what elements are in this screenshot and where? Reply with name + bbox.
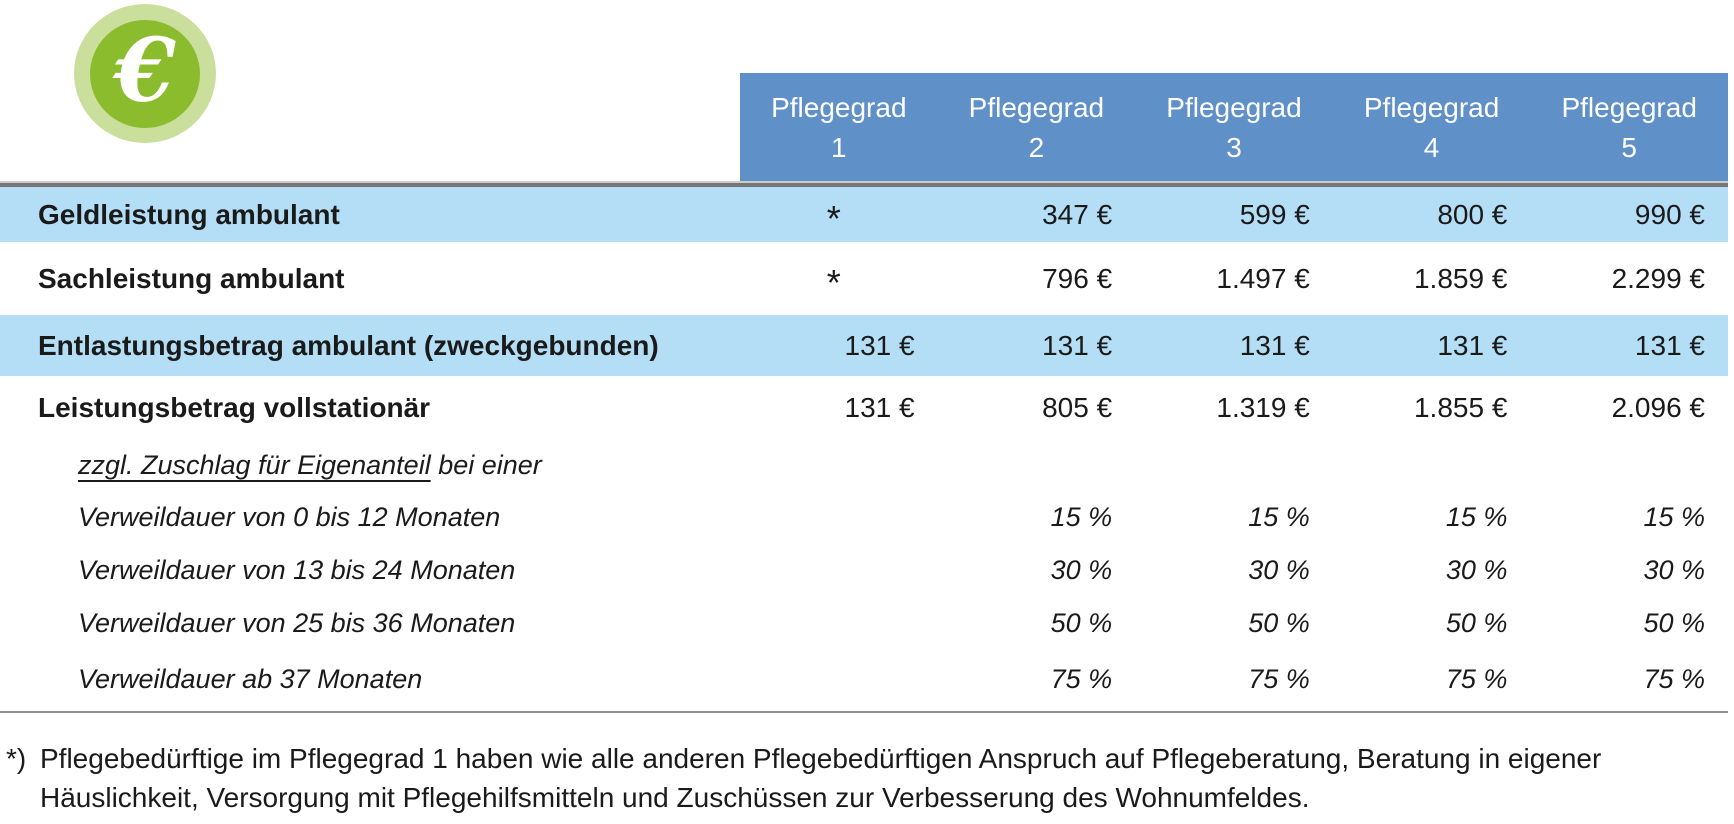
value-cell: 15 %	[1445, 502, 1508, 532]
value-cell: 131 €	[844, 391, 915, 423]
row-label: Sachleistung ambulant	[38, 262, 345, 294]
table-row: Verweildauer von 25 bis 36 Monaten 50 % 50…	[0, 597, 1728, 649]
row-label: Verweildauer ab 37 Monaten	[78, 663, 423, 694]
column-header-number: 5	[1621, 132, 1637, 163]
value-cell: 131 €	[1437, 329, 1508, 361]
value-cell: 1.319 €	[1216, 391, 1310, 423]
row-label: Verweildauer von 0 bis 12 Monaten	[78, 502, 501, 532]
table-row: Sachleistung ambulant * 796 € 1.497 € 1.859 …	[0, 242, 1728, 315]
column-header: Pflegegrad 5	[1530, 73, 1728, 181]
row-label: zzgl. Zuschlag für Eigenanteil bei einer	[78, 449, 542, 480]
column-header-label: Pflegegrad	[1561, 92, 1697, 123]
value-cell: 1.497 €	[1216, 262, 1310, 294]
column-header-number: 4	[1423, 132, 1440, 163]
value-cell: 75 %	[1643, 663, 1705, 694]
value-cell: 30 %	[1643, 555, 1705, 585]
row-label: Entlastungsbetrag ambulant (zweckgebunde…	[38, 329, 659, 361]
value-cell: 1.855 €	[1413, 391, 1508, 423]
benefits-table: Pflegegrad 1 Pflegegrad 2 Pflegegrad 3 Pflegeg…	[0, 73, 1728, 713]
value-cell: 75 %	[1248, 663, 1310, 694]
value-cell: 50 %	[1248, 607, 1310, 638]
value-cell: 30 %	[1248, 555, 1310, 585]
value-cell: 50 %	[1643, 607, 1705, 638]
column-header: Pflegegrad 3	[1135, 73, 1333, 181]
footnote-text: Pflegebedürftige im Pflegegrad 1 haben w…	[40, 739, 1722, 817]
value-cell: 15 %	[1248, 502, 1310, 532]
table-row: Verweildauer von 0 bis 12 Monaten 15 % 15 …	[0, 491, 1728, 544]
table-row: zzgl. Zuschlag für Eigenanteil bei einer	[0, 439, 1728, 491]
table-row: Entlastungsbetrag ambulant (zweckgebunde…	[0, 315, 1728, 376]
column-header: Pflegegrad 4	[1333, 73, 1531, 181]
row-label: Leistungsbetrag vollstationär	[38, 391, 431, 423]
table-bottom-line	[0, 711, 1728, 713]
footnote: *) Pflegebedürftige im Pflegegrad 1 habe…	[6, 739, 1722, 817]
value-cell: 15 %	[1050, 502, 1113, 532]
value-cell: 1.859 €	[1413, 262, 1508, 294]
value-cell: 30 %	[1445, 555, 1508, 585]
row-label: Geldleistung ambulant	[38, 198, 340, 230]
value-cell: 15 %	[1643, 502, 1705, 532]
asterisk-marker: *	[826, 261, 841, 303]
column-header-label: Pflegegrad	[1363, 92, 1500, 123]
value-cell: 50 %	[1050, 607, 1113, 638]
value-cell: 599 €	[1239, 198, 1310, 230]
footnote-marker: *)	[6, 743, 27, 774]
table-row: Verweildauer von 13 bis 24 Monaten 30 % 30…	[0, 544, 1728, 597]
column-header: Pflegegrad 2	[938, 73, 1136, 181]
value-cell: 131 €	[1634, 329, 1705, 361]
value-cell: 796 €	[1042, 262, 1113, 294]
value-cell: 800 €	[1437, 198, 1508, 230]
value-cell: 30 %	[1050, 555, 1113, 585]
row-label: Verweildauer von 25 bis 36 Monaten	[78, 607, 516, 638]
value-cell: 75 %	[1050, 663, 1113, 694]
column-header: Pflegegrad 1	[740, 73, 938, 181]
footnote-line-2: Häuslichkeit, Versorgung mit Pflegehilfs…	[40, 782, 1310, 813]
header-separator	[0, 181, 1728, 187]
value-cell: 805 €	[1042, 391, 1113, 423]
column-header-label: Pflegegrad	[968, 92, 1105, 123]
euro-coin-icon: €	[74, 4, 216, 143]
value-cell: 131 €	[1239, 329, 1310, 361]
column-header-number: 2	[1028, 132, 1045, 163]
value-cell: 131 €	[844, 329, 915, 361]
value-cell: 50 %	[1445, 607, 1508, 638]
row-label-underlined-part: zzgl. Zuschlag für Eigenanteil	[78, 449, 431, 480]
footnote-line-1: Pflegebedürftige im Pflegegrad 1 haben w…	[40, 743, 1602, 774]
table-row: Geldleistung ambulant * 347 € 599 € 800 € 990…	[0, 187, 1728, 242]
euro-symbol: €	[114, 17, 176, 122]
column-header-number: 3	[1226, 132, 1242, 163]
column-header-label: Pflegegrad	[1166, 92, 1302, 123]
row-label: Verweildauer von 13 bis 24 Monaten	[78, 555, 516, 585]
table-row: Verweildauer ab 37 Monaten 75 % 75 % 75 % 75…	[0, 649, 1728, 709]
value-cell: 2.299 €	[1611, 262, 1705, 294]
asterisk-marker: *	[826, 197, 841, 239]
value-cell: 131 €	[1042, 329, 1113, 361]
value-cell: 2.096 €	[1611, 391, 1705, 423]
table-header-row: Pflegegrad 1 Pflegegrad 2 Pflegegrad 3 Pflegeg…	[740, 73, 1728, 181]
value-cell: 347 €	[1042, 198, 1113, 230]
value-cell: 990 €	[1634, 198, 1705, 230]
table-body: Geldleistung ambulant * 347 € 599 € 800 € 990…	[0, 187, 1728, 709]
column-header-number: 1	[831, 132, 847, 163]
column-header-label: Pflegegrad	[771, 92, 907, 123]
value-cell: 75 %	[1445, 663, 1508, 694]
table-row: Leistungsbetrag vollstationär 131 € 805 € 1…	[0, 376, 1728, 439]
euro-coin-inner: €	[90, 17, 200, 128]
